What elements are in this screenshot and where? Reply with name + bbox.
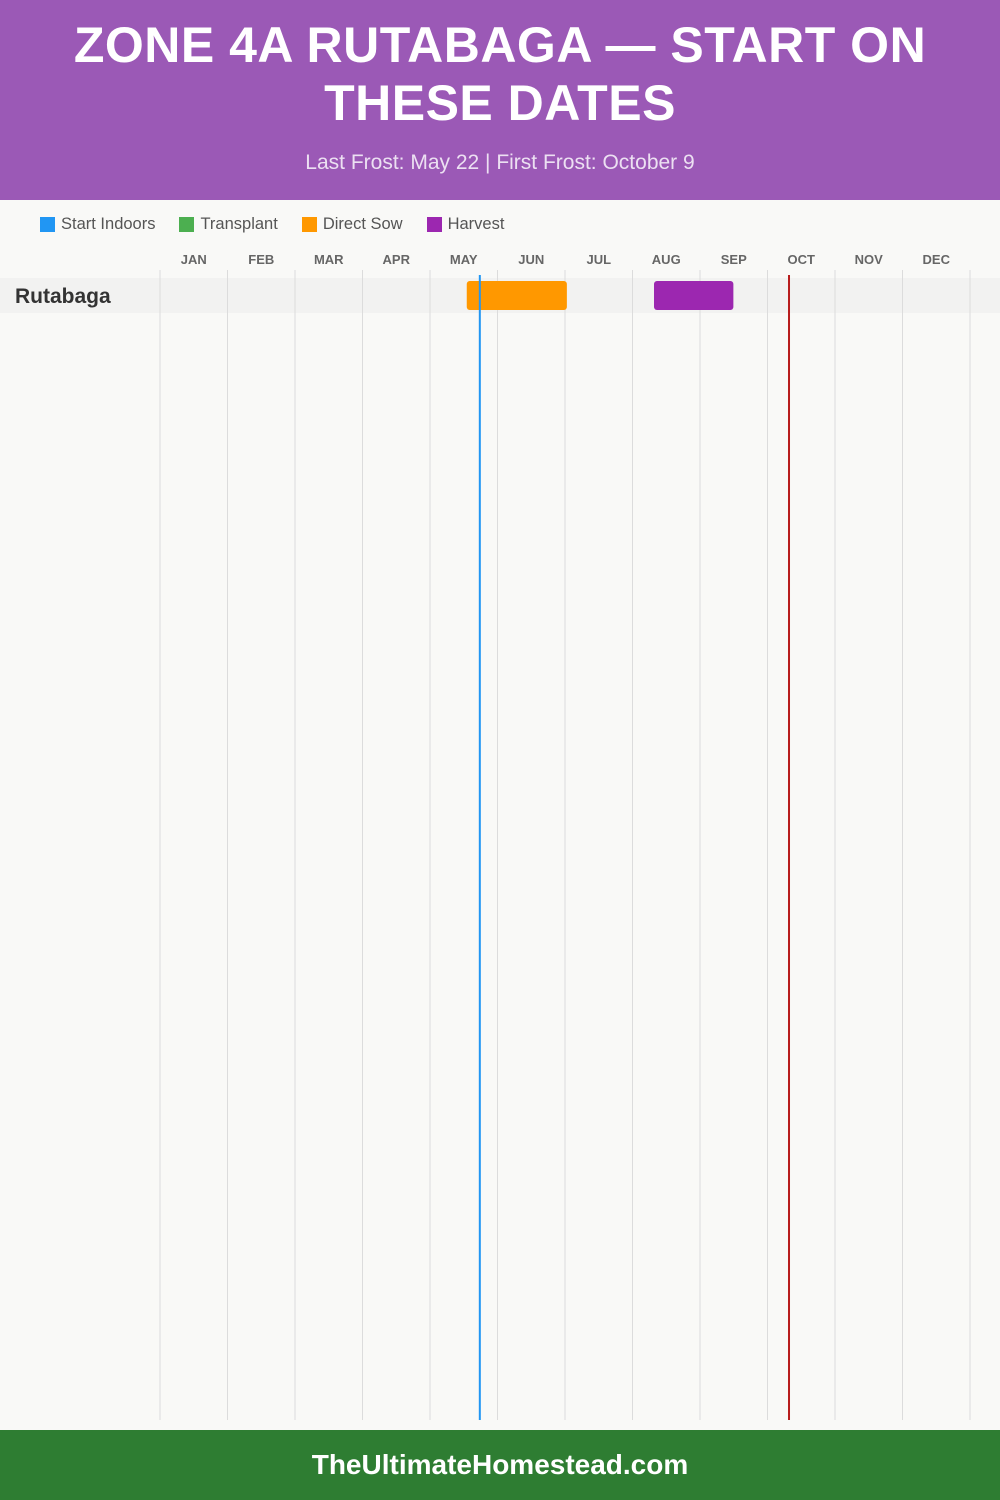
direct-sow-swatch: [301, 217, 317, 232]
frost-dates-subtitle: Last Frost: May 22 | First Frost: Octobe…: [305, 151, 695, 174]
month-label: JAN: [181, 252, 207, 267]
month-label: DEC: [923, 252, 951, 267]
transplant-swatch: [179, 217, 195, 232]
footer-site-link[interactable]: TheUltimateHomestead.com: [0, 1430, 1000, 1500]
month-label: JUN: [518, 252, 544, 267]
page-title: Zone 4a Rutabaga — Start on These Dates: [73, 17, 927, 131]
legend-label: Start Indoors: [61, 215, 156, 233]
harvest-swatch: [426, 217, 442, 232]
legend-item-direct-sow: Direct Sow: [301, 215, 403, 234]
legend-label: Harvest: [447, 215, 505, 233]
legend-label: Transplant: [200, 215, 278, 233]
legend: Start Indoors Transplant Direct Sow Harv…: [40, 215, 504, 234]
month-label: MAY: [450, 252, 478, 267]
planting-chart: JAN FEB MAR APR MAY JUN JUL AUG SEP OCT NOV DEC Ruta…: [15, 252, 971, 1420]
task-bar-harvest: [654, 281, 734, 310]
month-label: OCT: [788, 252, 816, 267]
month-label: SEP: [721, 252, 747, 267]
month-label: NOV: [855, 252, 884, 267]
legend-item-start-indoors: Start Indoors: [40, 215, 155, 234]
header-banner: Zone 4a Rutabaga — Start on These Dates …: [0, 0, 1000, 200]
month-label: JUL: [586, 252, 611, 267]
legend-label: Direct Sow: [322, 215, 403, 233]
month-label: FEB: [248, 252, 274, 267]
month-label: AUG: [652, 252, 681, 267]
crop-label: Rutabaga: [15, 285, 111, 308]
task-bar-direct-sow: [466, 281, 567, 310]
legend-item-transplant: Transplant: [179, 215, 278, 234]
month-label: MAR: [314, 252, 344, 267]
start-indoors-swatch: [40, 217, 55, 232]
month-label: APR: [383, 252, 411, 267]
legend-item-harvest: Harvest: [426, 215, 505, 234]
